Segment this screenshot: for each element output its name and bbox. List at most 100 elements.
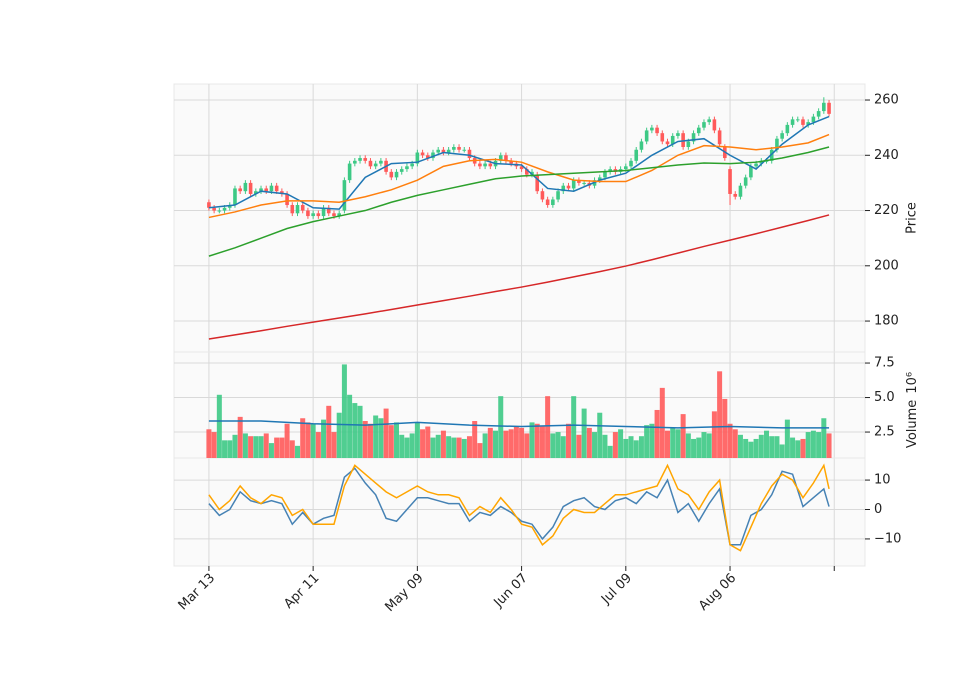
- volume-bar: [607, 445, 613, 458]
- candle-body: [300, 205, 305, 211]
- candle-body: [321, 207, 326, 217]
- volume-bar: [206, 429, 212, 458]
- candle-body: [655, 127, 659, 134]
- candle-body: [801, 119, 805, 125]
- volume-bar: [565, 423, 571, 458]
- candle-body: [524, 169, 529, 175]
- volume-bar: [800, 438, 806, 458]
- candle-body: [650, 127, 654, 131]
- candle-body: [316, 213, 321, 217]
- volume-bar: [539, 426, 545, 458]
- price-axis-label: Price: [905, 202, 920, 234]
- candle-body: [535, 174, 540, 192]
- candle-body: [551, 199, 555, 206]
- x-tick-label: Aug 06: [696, 571, 739, 614]
- volume-bar: [769, 436, 775, 458]
- volume-bar: [237, 416, 243, 458]
- volume-bar: [633, 440, 639, 458]
- x-tick-label: Apr 11: [281, 571, 322, 612]
- volume-bar: [248, 436, 254, 458]
- candle-body: [410, 163, 414, 167]
- volume-bar: [529, 422, 535, 458]
- candle-body: [519, 166, 524, 170]
- volume-bar: [727, 423, 733, 458]
- volume-bar: [388, 425, 394, 458]
- volume-bar: [816, 432, 822, 458]
- candle-body: [822, 102, 826, 112]
- candle-body: [243, 182, 248, 192]
- volume-bar: [482, 433, 488, 458]
- volume-bar: [508, 429, 514, 458]
- volume-bar: [675, 429, 681, 458]
- candle-body: [660, 133, 665, 142]
- volume-bar: [211, 432, 217, 458]
- oscillator-line: [208, 463, 830, 552]
- volume-bar: [550, 433, 556, 458]
- volume-bar: [336, 412, 342, 458]
- candle-body: [337, 213, 341, 217]
- y-tick-label: 180: [874, 314, 899, 329]
- volume-bar: [758, 434, 764, 458]
- volume-bar: [691, 438, 697, 458]
- candle-body: [764, 160, 769, 162]
- y-tick-label: −10: [874, 531, 901, 546]
- candle-body: [597, 177, 602, 181]
- candle-body: [785, 124, 790, 134]
- candle-body: [545, 199, 550, 206]
- candle-body: [608, 169, 612, 172]
- candle-body: [347, 163, 352, 181]
- candle-body: [634, 149, 639, 161]
- volume-bar: [592, 432, 598, 458]
- candle-body: [342, 180, 347, 211]
- candle-body: [811, 116, 816, 123]
- y-tick-label: 0: [874, 502, 882, 517]
- candle-body: [264, 188, 269, 192]
- volume-bar: [821, 418, 827, 458]
- volume-bar: [795, 440, 801, 458]
- volume-bar: [232, 434, 238, 458]
- volume-bar: [743, 438, 749, 458]
- candle-body: [222, 207, 227, 211]
- volume-bar: [378, 418, 384, 458]
- candle-body: [504, 155, 508, 161]
- candle-body: [644, 130, 649, 142]
- volume-bar: [524, 433, 530, 458]
- volume-bar: [305, 422, 311, 458]
- volume-bar: [216, 394, 222, 458]
- candle-body: [665, 141, 670, 145]
- candle-body: [274, 185, 279, 192]
- volume-bar: [644, 425, 650, 458]
- volume-bar: [685, 433, 691, 458]
- volume-bar: [420, 429, 426, 458]
- candle-body: [712, 119, 717, 131]
- candle-body: [290, 205, 295, 214]
- candle-body: [816, 111, 821, 117]
- candle-body: [676, 133, 680, 136]
- x-tick-label: Jul 09: [598, 571, 635, 608]
- volume-bar: [289, 440, 295, 458]
- volume-bar: [394, 422, 400, 458]
- candle-body: [769, 149, 774, 161]
- volume-bar: [545, 396, 551, 458]
- volume-bar: [576, 434, 582, 458]
- candle-body: [571, 180, 576, 189]
- candle-body: [436, 149, 441, 153]
- candle-body: [399, 169, 404, 172]
- candle-body: [488, 163, 493, 167]
- volume-bar: [315, 432, 321, 458]
- volume-bar: [581, 408, 587, 458]
- candle-body: [233, 188, 237, 206]
- volume-bar: [790, 437, 796, 458]
- candle-body: [681, 133, 685, 147]
- volume-bar: [717, 371, 723, 458]
- volume-bar: [310, 423, 316, 458]
- volume-bar: [242, 433, 248, 458]
- moving-average: [208, 146, 830, 257]
- volume-bar: [810, 430, 816, 458]
- volume-bar: [352, 403, 358, 458]
- candle-body: [394, 171, 399, 178]
- plot-background: [173, 83, 866, 567]
- candle-body: [624, 166, 628, 170]
- volume-bar: [347, 394, 353, 458]
- volume-bar: [774, 436, 780, 458]
